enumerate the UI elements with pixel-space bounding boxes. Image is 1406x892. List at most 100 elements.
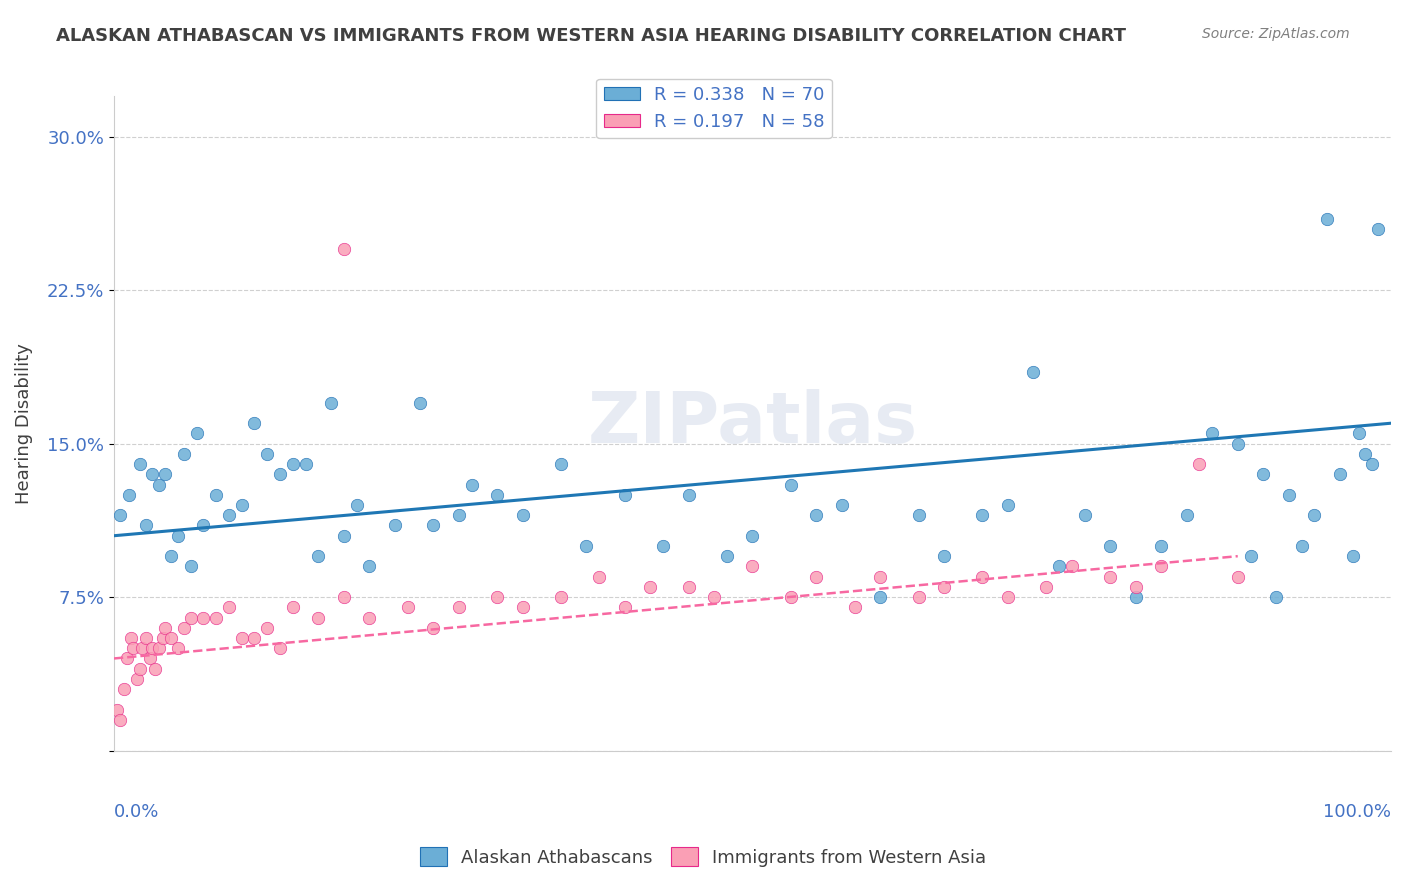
Point	[1239, 549, 1261, 564]
Point	[396, 600, 419, 615]
Point	[1073, 508, 1095, 523]
Point	[141, 467, 163, 482]
Point	[409, 396, 432, 410]
Point	[550, 590, 572, 604]
Point	[1201, 426, 1223, 441]
Point	[1265, 590, 1288, 604]
Point	[307, 549, 329, 564]
Text: Source: ZipAtlas.com: Source: ZipAtlas.com	[1202, 27, 1350, 41]
Point	[997, 590, 1019, 604]
Point	[1361, 457, 1384, 471]
Point	[1316, 211, 1339, 226]
Point	[741, 559, 763, 574]
Point	[1150, 539, 1173, 553]
Point	[218, 508, 240, 523]
Point	[1188, 457, 1211, 471]
Point	[512, 508, 534, 523]
Point	[640, 580, 662, 594]
Point	[613, 600, 636, 615]
Point	[120, 631, 142, 645]
Point	[384, 518, 406, 533]
Point	[346, 498, 368, 512]
Point	[193, 518, 215, 533]
Point	[166, 529, 188, 543]
Point	[256, 447, 278, 461]
Point	[779, 477, 801, 491]
Point	[486, 590, 509, 604]
Point	[294, 457, 316, 471]
Point	[125, 672, 148, 686]
Point	[550, 457, 572, 471]
Point	[1099, 569, 1122, 583]
Point	[1367, 222, 1389, 236]
Point	[231, 498, 253, 512]
Point	[422, 621, 444, 635]
Point	[1329, 467, 1351, 482]
Point	[486, 488, 509, 502]
Point	[148, 477, 170, 491]
Point	[166, 641, 188, 656]
Point	[1099, 539, 1122, 553]
Point	[869, 590, 891, 604]
Point	[333, 590, 356, 604]
Point	[333, 529, 356, 543]
Point	[193, 610, 215, 624]
Point	[1035, 580, 1057, 594]
Text: ALASKAN ATHABASCAN VS IMMIGRANTS FROM WESTERN ASIA HEARING DISABILITY CORRELATIO: ALASKAN ATHABASCAN VS IMMIGRANTS FROM WE…	[56, 27, 1126, 45]
Point	[1047, 559, 1070, 574]
Point	[160, 631, 183, 645]
Point	[512, 600, 534, 615]
Point	[869, 569, 891, 583]
Point	[115, 651, 138, 665]
Point	[460, 477, 482, 491]
Point	[152, 631, 174, 645]
Point	[139, 651, 162, 665]
Point	[447, 508, 470, 523]
Point	[1253, 467, 1275, 482]
Y-axis label: Hearing Disability: Hearing Disability	[15, 343, 32, 504]
Point	[678, 488, 700, 502]
Point	[281, 600, 304, 615]
Point	[160, 549, 183, 564]
Point	[806, 569, 828, 583]
Point	[307, 610, 329, 624]
Point	[359, 559, 381, 574]
Point	[972, 508, 994, 523]
Point	[997, 498, 1019, 512]
Point	[180, 559, 202, 574]
Text: 0.0%: 0.0%	[114, 803, 159, 821]
Point	[1125, 590, 1147, 604]
Point	[741, 529, 763, 543]
Point	[143, 662, 166, 676]
Point	[831, 498, 853, 512]
Point	[205, 488, 228, 502]
Point	[779, 590, 801, 604]
Text: 100.0%: 100.0%	[1323, 803, 1391, 821]
Point	[359, 610, 381, 624]
Point	[269, 641, 291, 656]
Point	[1060, 559, 1083, 574]
Point	[1150, 559, 1173, 574]
Point	[1341, 549, 1364, 564]
Point	[652, 539, 675, 553]
Point	[333, 243, 356, 257]
Point	[112, 682, 135, 697]
Point	[1175, 508, 1198, 523]
Point	[1278, 488, 1301, 502]
Point	[173, 447, 195, 461]
Point	[173, 621, 195, 635]
Point	[105, 703, 128, 717]
Point	[141, 641, 163, 656]
Point	[128, 662, 150, 676]
Text: ZIPatlas: ZIPatlas	[588, 389, 918, 458]
Point	[932, 549, 955, 564]
Point	[907, 590, 929, 604]
Point	[135, 631, 157, 645]
Point	[1303, 508, 1326, 523]
Point	[678, 580, 700, 594]
Point	[1125, 580, 1147, 594]
Point	[269, 467, 291, 482]
Point	[118, 488, 141, 502]
Point	[243, 631, 266, 645]
Point	[128, 457, 150, 471]
